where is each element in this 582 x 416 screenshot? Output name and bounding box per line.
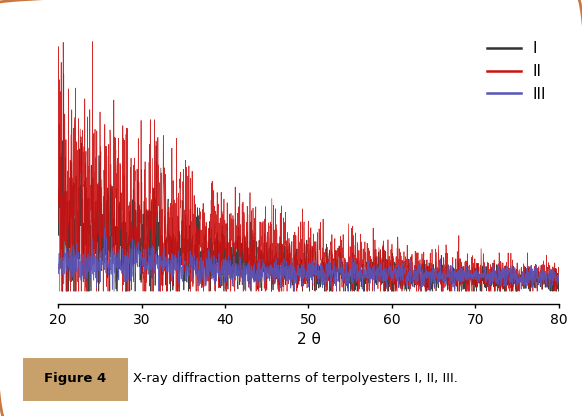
Legend: I, II, III: I, II, III <box>482 37 551 106</box>
X-axis label: 2 θ: 2 θ <box>296 332 321 347</box>
FancyBboxPatch shape <box>23 358 127 401</box>
Text: X-ray diffraction patterns of terpolyesters I, II, III.: X-ray diffraction patterns of terpolyest… <box>133 372 458 385</box>
Text: Figure 4: Figure 4 <box>44 372 107 385</box>
